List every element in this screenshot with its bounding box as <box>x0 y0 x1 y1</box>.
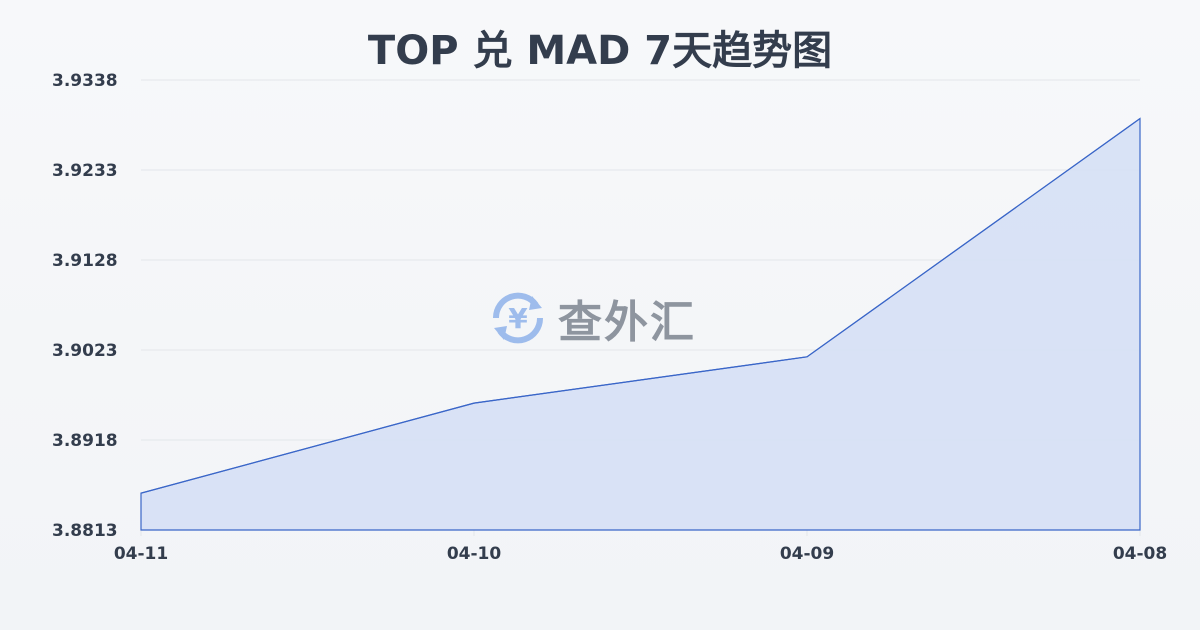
svg-text:¥: ¥ <box>508 302 528 335</box>
data-point <box>806 356 808 358</box>
watermark-text: 查外汇 <box>558 297 696 348</box>
y-tick-label: 3.9023 <box>52 341 118 361</box>
x-tick-label: 04-11 <box>114 544 168 564</box>
x-tick-label: 04-09 <box>780 544 834 564</box>
chart-title: TOP 兑 MAD 7天趋势图 <box>367 28 833 74</box>
y-tick-label: 3.8813 <box>52 521 118 541</box>
data-point <box>140 492 142 494</box>
series-line <box>140 118 1141 494</box>
y-tick-label: 3.8918 <box>52 431 118 451</box>
data-point <box>1139 118 1141 120</box>
yen-exchange-icon: ¥ <box>492 292 544 344</box>
y-tick-label: 3.9233 <box>52 161 118 181</box>
y-tick-label: 3.9128 <box>52 251 118 271</box>
x-tick-label: 04-08 <box>1113 544 1167 564</box>
y-tick-label: 3.9338 <box>52 71 118 91</box>
data-point <box>473 402 475 404</box>
watermark: ¥ 查外汇 <box>488 286 696 350</box>
x-tick-label: 04-10 <box>447 544 502 564</box>
